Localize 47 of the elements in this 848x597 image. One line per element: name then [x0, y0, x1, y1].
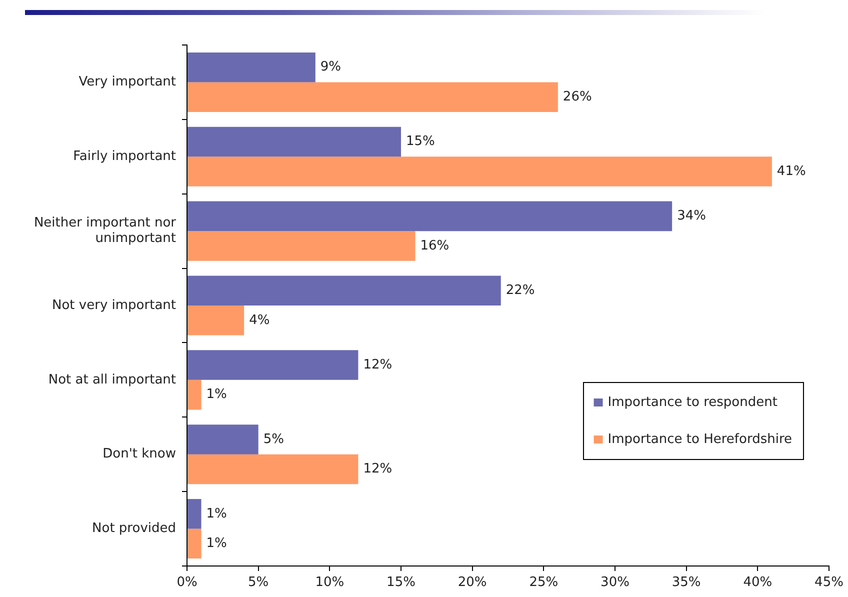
x-tick-label: 45%: [814, 575, 844, 590]
legend-label: Importance to respondent: [608, 394, 778, 410]
x-tick-label: 35%: [672, 575, 701, 590]
y-tick-label: Very important: [78, 74, 176, 90]
data-label: 26%: [562, 89, 592, 104]
data-label: 15%: [406, 134, 435, 150]
data-label: 12%: [363, 462, 392, 477]
data-label: 4%: [249, 312, 270, 328]
data-label: 34%: [677, 208, 706, 224]
bar: [188, 156, 772, 186]
x-tick-label: 5%: [248, 575, 269, 590]
bar: [188, 499, 202, 529]
x-tick-label: 20%: [458, 575, 487, 590]
bar: [188, 528, 202, 559]
bar: [188, 231, 416, 261]
data-label: 1%: [206, 387, 227, 402]
data-label: 22%: [506, 282, 535, 298]
data-label: 12%: [363, 357, 392, 372]
bar: [188, 306, 244, 336]
data-label: 1%: [206, 506, 227, 522]
x-tick-label: 30%: [600, 575, 630, 590]
bar: [188, 454, 358, 484]
bar: [188, 350, 358, 380]
data-label: 16%: [420, 238, 450, 254]
y-tick-label: Fairly important: [73, 149, 176, 164]
data-label: 41%: [776, 164, 806, 179]
data-label: 5%: [263, 432, 284, 447]
bar: [188, 424, 258, 454]
data-label: 9%: [320, 60, 342, 75]
legend-label: Importance to Herefordshire: [608, 432, 792, 447]
x-tick-label: 15%: [386, 575, 416, 590]
bar: [188, 52, 316, 82]
bar: [188, 126, 401, 157]
bar: [188, 276, 501, 306]
bar: [188, 380, 202, 410]
y-tick-label: Not at all important: [48, 372, 176, 388]
x-tick-label: 25%: [529, 575, 558, 590]
y-tick-label: Don't know: [102, 446, 176, 462]
x-tick-label: 10%: [315, 575, 344, 590]
y-tick-label: Not provided: [92, 521, 176, 536]
x-tick-label: 0%: [176, 575, 198, 590]
bar: [188, 82, 558, 112]
bar: [188, 201, 672, 232]
y-tick-label: Not very important: [52, 298, 176, 313]
x-tick-label: 40%: [743, 575, 772, 590]
data-label: 1%: [206, 536, 227, 552]
y-tick-label: Neither important nor unimportant: [34, 216, 177, 246]
